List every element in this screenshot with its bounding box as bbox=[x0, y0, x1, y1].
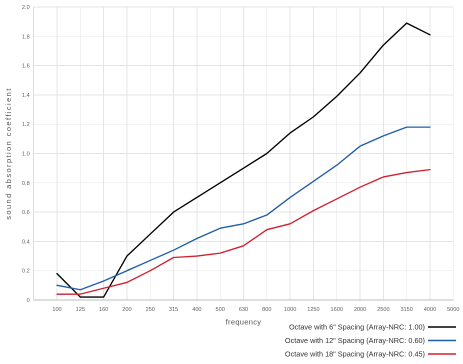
y-tick-label: 1.0 bbox=[22, 152, 30, 158]
x-tick-label: 500 bbox=[216, 307, 225, 313]
x-tick-label: 160 bbox=[99, 307, 108, 313]
x-tick-label: 1600 bbox=[331, 307, 343, 313]
y-tick-label: 1.8 bbox=[22, 34, 30, 40]
series-line-18in-spacing bbox=[56, 168, 431, 295]
legend-item-18in-spacing: Octave with 18" Spacing (Array-NRC: 0.45… bbox=[285, 350, 456, 359]
gridlines bbox=[33, 6, 454, 301]
x-tick-label: 3150 bbox=[400, 307, 412, 313]
legend: Octave with 6" Spacing (Array-NRC: 1.00)… bbox=[285, 323, 456, 359]
series-lines bbox=[56, 22, 431, 298]
x-tick-label: 200 bbox=[122, 307, 131, 313]
x-tick-label: 2500 bbox=[377, 307, 389, 313]
x-tick-labels: 100 125 160 200 250 315 400 500 630 800 1000 1250 16… bbox=[52, 307, 459, 313]
y-tick-label: 0.2 bbox=[22, 269, 30, 275]
y-tick-label: 0.8 bbox=[22, 181, 30, 187]
y-tick-label: 0.6 bbox=[22, 210, 30, 216]
x-tick-label: 4000 bbox=[424, 307, 436, 313]
y-tick-label: 0 bbox=[27, 298, 30, 304]
legend-item-6in-spacing: Octave with 6" Spacing (Array-NRC: 1.00) bbox=[289, 323, 456, 332]
x-axis-title: frequency bbox=[226, 318, 262, 327]
x-tick-label: 100 bbox=[52, 307, 61, 313]
y-tick-label: 0.4 bbox=[22, 239, 30, 245]
legend-label: Octave with 12" Spacing (Array-NRC: 0.60… bbox=[285, 336, 425, 345]
x-tick-label: 5000 bbox=[447, 307, 459, 313]
x-tick-label: 1000 bbox=[284, 307, 296, 313]
axes bbox=[33, 7, 454, 301]
x-tick-label: 400 bbox=[192, 307, 201, 313]
x-tick-label: 315 bbox=[169, 307, 178, 313]
y-tick-labels: 0 0.2 0.4 0.6 0.8 1.0 1.2 1.4 1.6 1.8 2.0 bbox=[22, 5, 30, 304]
legend-label: Octave with 18" Spacing (Array-NRC: 0.45… bbox=[285, 350, 425, 359]
y-tick-label: 1.6 bbox=[22, 64, 30, 70]
x-tick-label: 800 bbox=[262, 307, 271, 313]
y-axis-title: sound absorption coefficient bbox=[4, 87, 13, 219]
y-tick-label: 1.4 bbox=[22, 93, 30, 99]
y-tick-label: 1.2 bbox=[22, 122, 30, 128]
y-tick-label: 2.0 bbox=[22, 5, 30, 11]
series-line-6in-spacing bbox=[56, 22, 431, 298]
x-tick-label: 125 bbox=[76, 307, 85, 313]
legend-item-12in-spacing: Octave with 12" Spacing (Array-NRC: 0.60… bbox=[285, 336, 456, 345]
x-tick-label: 1250 bbox=[307, 307, 319, 313]
series-line-12in-spacing bbox=[56, 126, 431, 291]
x-tick-label: 630 bbox=[239, 307, 248, 313]
x-tick-label: 250 bbox=[146, 307, 155, 313]
legend-label: Octave with 6" Spacing (Array-NRC: 1.00) bbox=[289, 323, 425, 332]
x-tick-label: 2000 bbox=[354, 307, 366, 313]
